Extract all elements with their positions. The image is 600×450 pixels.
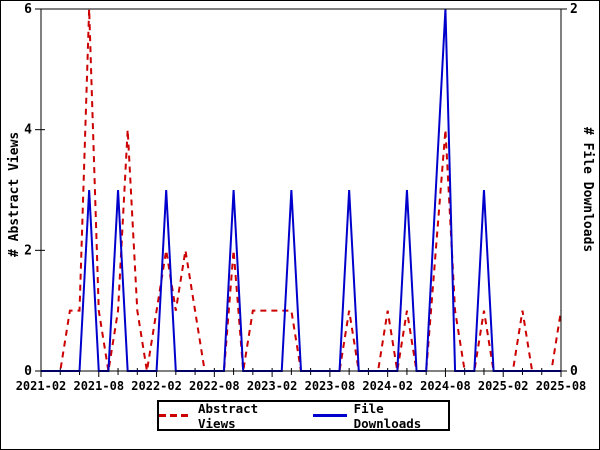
y-left-tick-label: 6 <box>24 2 32 17</box>
x-tick-label: 2024-02 <box>362 379 413 393</box>
right-axis-title: # File Downloads <box>580 127 595 253</box>
legend-entry-abstract-views: Abstract Views <box>159 401 293 431</box>
plot-frame <box>40 8 562 372</box>
x-tick-label: 2025-02 <box>478 379 529 393</box>
x-tick-label: 2021-08 <box>73 379 124 393</box>
x-tick-label: 2023-08 <box>305 379 356 393</box>
y-right-tick-label: 0 <box>570 364 578 379</box>
legend-label-abstract-views: Abstract Views <box>198 400 259 431</box>
y-left-tick-label: 4 <box>24 123 32 138</box>
x-tick-label: 2022-08 <box>189 379 240 393</box>
file-downloads-line <box>41 8 561 372</box>
y-left-tick-label: 0 <box>24 364 32 379</box>
legend: Abstract Views File Downloads <box>157 400 450 431</box>
x-tick-label: 2021-02 <box>16 379 67 393</box>
legend-label-file-downloads: File Downloads <box>353 400 422 431</box>
x-tick-label: 2025-08 <box>536 379 587 393</box>
file-downloads-line-sample <box>312 414 347 417</box>
y-right-tick-label: 2 <box>570 2 578 17</box>
abstract-views-line-sample <box>159 414 191 417</box>
x-tick-label: 2023-02 <box>247 379 298 393</box>
left-axis-title: # Abstract Views <box>7 131 22 257</box>
legend-entry-file-downloads: File Downloads <box>312 400 448 431</box>
y-left-tick-label: 2 <box>24 243 32 258</box>
x-tick-label: 2024-08 <box>420 379 471 393</box>
x-tick-label: 2022-02 <box>131 379 182 393</box>
